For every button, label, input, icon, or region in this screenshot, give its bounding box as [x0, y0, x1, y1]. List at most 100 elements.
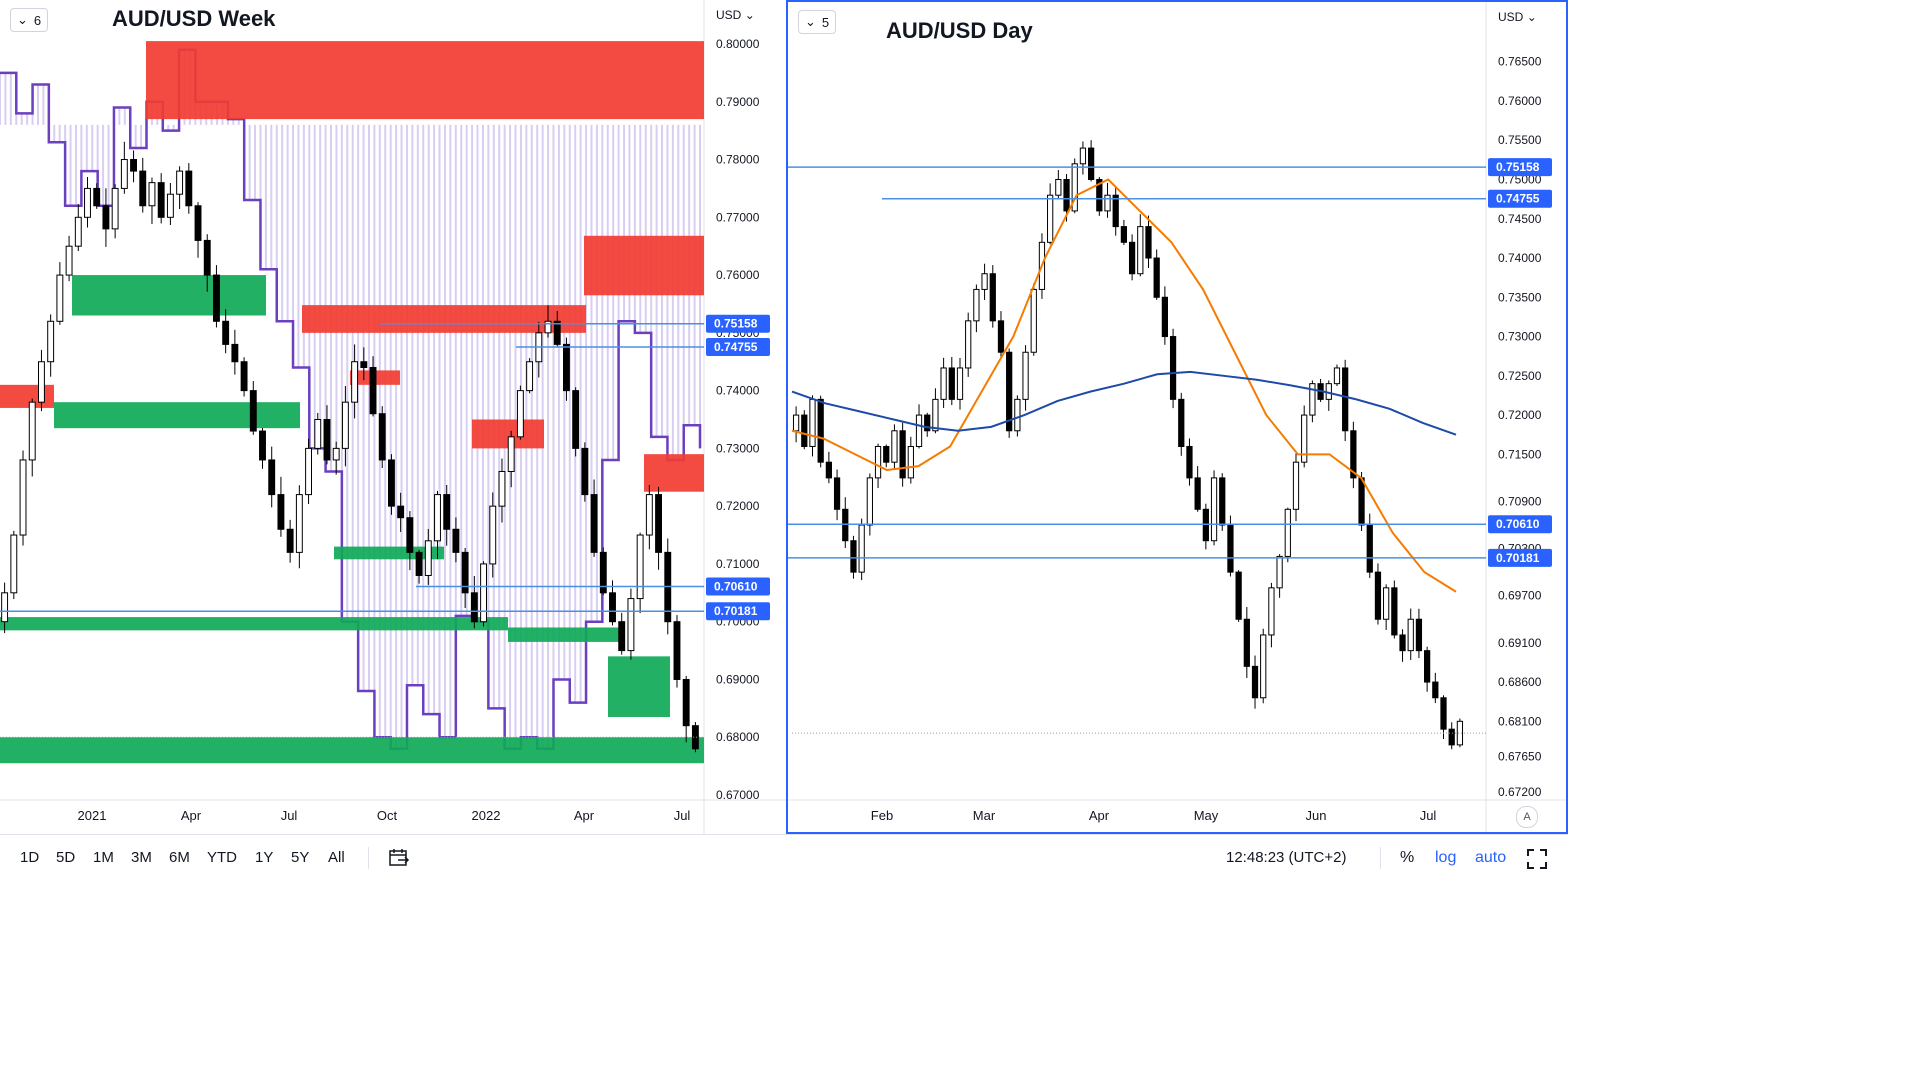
candle-body [415, 551, 423, 576]
candle-body [948, 367, 955, 400]
demand-zone [72, 275, 266, 316]
candle-body [1358, 477, 1365, 526]
candle-body [1342, 367, 1349, 432]
candle-body [1383, 587, 1390, 620]
interval-selector-right[interactable]: ⌄ 5 [798, 10, 837, 34]
candle-body [981, 273, 988, 290]
auto-scale-button[interactable]: A [1516, 806, 1538, 828]
log-toggle[interactable]: log [1435, 849, 1457, 866]
time-axis-label: Apr [181, 808, 202, 823]
currency-selector-left[interactable]: USD ⌄ [716, 8, 755, 22]
chevron-down-icon: ⌄ [805, 14, 816, 29]
time-axis-label: May [1194, 808, 1219, 823]
candle-body [111, 187, 119, 230]
clock-time[interactable]: 12:48:23 (UTC+2) [1226, 849, 1347, 866]
chevron-down-icon: ⌄ [17, 12, 28, 27]
currency-selector-right[interactable]: USD ⌄ [1498, 10, 1537, 24]
candle-body [599, 551, 607, 594]
range-1m[interactable]: 1M [93, 849, 114, 866]
percent-toggle[interactable]: % [1400, 849, 1415, 866]
demand-zone [0, 617, 508, 631]
price-tick-label: 0.74500 [1498, 212, 1542, 226]
level-price-label: 0.74755 [1496, 192, 1540, 206]
weekly-chart-canvas[interactable]: 0.800000.790000.780000.770000.760000.750… [0, 0, 786, 834]
candle-body [295, 494, 303, 553]
chart-title-daily: AUD/USD Day [886, 18, 1033, 43]
candle-body [1006, 351, 1013, 432]
daily-chart-pane[interactable]: 0.76500 0.76000 0.75500 0.75000 0.74500 0.740… [786, 0, 1568, 834]
price-tick-label: 0.78000 [716, 153, 760, 167]
time-axis-label: Jul [674, 808, 691, 823]
range-1y[interactable]: 1Y [255, 849, 274, 866]
price-tick-label: 0.73500 [1498, 290, 1542, 304]
candle-body [1284, 508, 1291, 557]
candle-body [891, 430, 898, 463]
range-5y[interactable]: 5Y [291, 849, 310, 866]
price-tick-label: 0.76000 [1498, 94, 1542, 108]
level-price-badge [1488, 158, 1552, 177]
overlay-line [0, 48, 702, 751]
candle-body [1415, 618, 1423, 652]
candle-body [470, 592, 478, 623]
candle-body [120, 159, 128, 189]
candle-body [38, 361, 45, 403]
candle-body [203, 239, 211, 276]
range-6m[interactable]: 6M [169, 849, 190, 866]
price-tick-label: 0.77000 [716, 210, 760, 224]
price-tick-label: 0.67200 [1498, 785, 1542, 799]
level-price-badge [1488, 189, 1552, 208]
chevron-down-icon: ⌄ [1526, 10, 1537, 24]
candle-body [1456, 720, 1464, 746]
candle-body [655, 494, 663, 553]
candle-body [1350, 430, 1357, 479]
candle-body [1432, 681, 1439, 699]
candle-body [956, 367, 964, 400]
price-tick-label: 0.73000 [716, 441, 760, 455]
price-tick-label: 0.68600 [1498, 675, 1542, 689]
candle-body [277, 494, 285, 530]
price-tick-label: 0.71000 [716, 557, 760, 571]
range-5d[interactable]: 5D [56, 849, 76, 866]
candle-body [424, 540, 432, 576]
level-price-badge [706, 602, 770, 621]
fullscreen-icon[interactable] [1526, 848, 1548, 870]
candle-body [516, 390, 524, 438]
candle-body [842, 508, 849, 542]
candle-body [176, 170, 184, 195]
bottom-toolbar: 1D 5D 1M 3M 6M YTD 1Y 5Y All 12:48:23 (U… [0, 834, 1568, 881]
demand-zone [508, 627, 620, 642]
range-3m[interactable]: 3M [131, 849, 152, 866]
candle-body [1087, 147, 1095, 180]
range-ytd[interactable]: YTD [207, 849, 237, 866]
candle-body [157, 182, 165, 218]
candle-body [997, 320, 1005, 353]
candle-body [1399, 634, 1406, 652]
demand-zone [0, 737, 704, 764]
time-axis-label: 2021 [78, 808, 107, 823]
candle-body [809, 398, 816, 447]
supply-zone [146, 41, 704, 120]
range-1d[interactable]: 1D [20, 849, 40, 866]
toolbar-divider [1380, 847, 1381, 869]
daily-chart-canvas[interactable]: 0.765000.760000.755000.750000.745000.740… [788, 2, 1566, 832]
auto-toggle[interactable]: auto [1475, 849, 1507, 866]
candle-body [84, 187, 91, 218]
supply-zone [644, 454, 704, 492]
date-range-icon[interactable] [388, 847, 410, 869]
candle-body [1448, 728, 1455, 746]
candle-body [28, 401, 36, 461]
interval-selector-left[interactable]: ⌄ 6 [10, 8, 49, 32]
weekly-chart-pane[interactable]: 0.80000 0.79000 0.78000 0.77000 0.76000 0.750… [0, 0, 786, 834]
candle-body [1407, 618, 1414, 652]
range-all[interactable]: All [328, 849, 345, 866]
candle-body [940, 367, 947, 400]
candle-body [360, 361, 368, 369]
candle-body [1030, 288, 1037, 353]
candle-body [489, 505, 497, 565]
candle-body [369, 367, 377, 415]
candle-body [1104, 194, 1111, 212]
level-price-badge [1488, 548, 1552, 567]
supply-zone [0, 384, 54, 408]
candle-body [498, 470, 506, 507]
candle-body [341, 401, 349, 449]
